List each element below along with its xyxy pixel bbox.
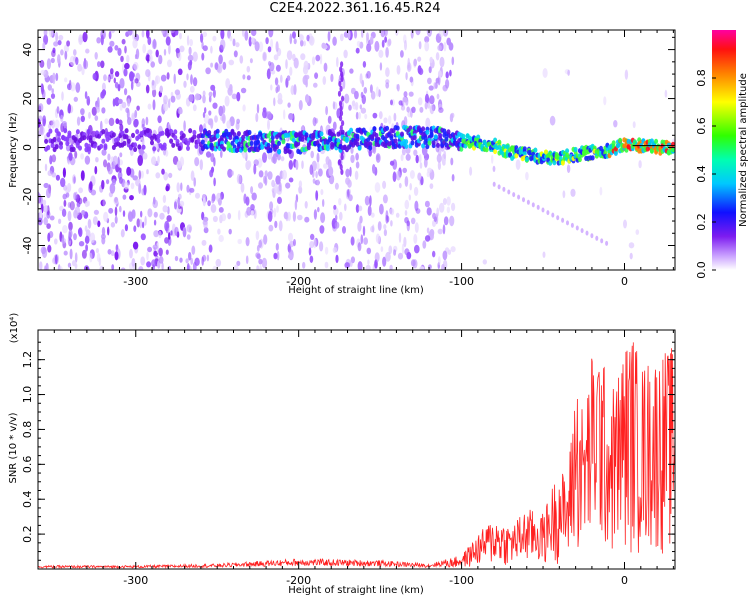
- snr-axes: -300 -200 -100 0 0.2 0.4 0.6 0.8 1.0 1.2: [21, 330, 675, 587]
- spectrogram-plot-area: [38, 30, 675, 270]
- spectrogram-y-tick-label: 0: [21, 144, 34, 151]
- spectrogram-x-label: Height of straight line (km): [288, 285, 424, 296]
- snr-y-exponent: (x10⁴): [9, 313, 20, 344]
- spectrogram-x-tick-label: 0: [621, 275, 628, 288]
- colorbar: [712, 30, 736, 270]
- snr-y-label: SNR (10 * v/v): [8, 412, 19, 483]
- snr-frame: [37, 329, 676, 570]
- colorbar-tick-label: 0.4: [695, 165, 708, 183]
- spectrogram-y-tick-label: 20: [21, 92, 34, 106]
- snr-y-tick-label: 0.8: [21, 421, 34, 439]
- snr-x-tick-label: -200: [286, 574, 311, 587]
- snr-y-tick-label: 0.6: [21, 456, 34, 474]
- snr-y-tick-label: 1.2: [21, 351, 34, 369]
- snr-x-tick-label: -100: [449, 574, 474, 587]
- snr-chart: -300 -200 -100 0 0.2 0.4 0.6 0.8 1.0 1.2 Height o…: [8, 313, 676, 596]
- colorbar-label: Normalized spectral amplitude: [738, 73, 749, 227]
- spectrogram-y-label: Frequency (Hz): [8, 112, 19, 188]
- chart-title: C2E4.2022.361.16.45.R24: [269, 1, 441, 16]
- spectrogram-ridge: [44, 124, 675, 246]
- colorbar-axis: 0.0 0.2 0.4 0.6 0.8: [695, 69, 716, 279]
- snr-y-tick-label: 0.4: [21, 490, 34, 508]
- colorbar-tick-label: 0.8: [695, 69, 708, 87]
- snr-x-tick-label: -300: [123, 574, 148, 587]
- spectrogram-y-tick-label: 40: [21, 43, 34, 57]
- snr-y-tick-label: 1.0: [21, 386, 34, 404]
- snr-x-tick-label: 0: [621, 574, 628, 587]
- spectrogram-speckle: [38, 30, 675, 270]
- snr-x-label: Height of straight line (km): [288, 585, 424, 596]
- spectrogram-y-tick-label: -20: [21, 188, 34, 206]
- spectrogram-frame: [37, 29, 676, 271]
- spectrogram-x-tick-label: -200: [286, 275, 311, 288]
- snr-series-line: [38, 342, 675, 569]
- spectrogram-x-tick-label: -100: [449, 275, 474, 288]
- spectrogram-x-tick-label: -300: [123, 275, 148, 288]
- snr-y-tick-label: 0.2: [21, 525, 34, 543]
- spectrogram-y-tick-label: -40: [21, 237, 34, 255]
- colorbar-tick-label: 0.6: [695, 117, 708, 135]
- colorbar-tick-label: 0.2: [695, 213, 708, 231]
- colorbar-tick-label: 0.0: [695, 261, 708, 279]
- snr-plot-area: [38, 342, 675, 569]
